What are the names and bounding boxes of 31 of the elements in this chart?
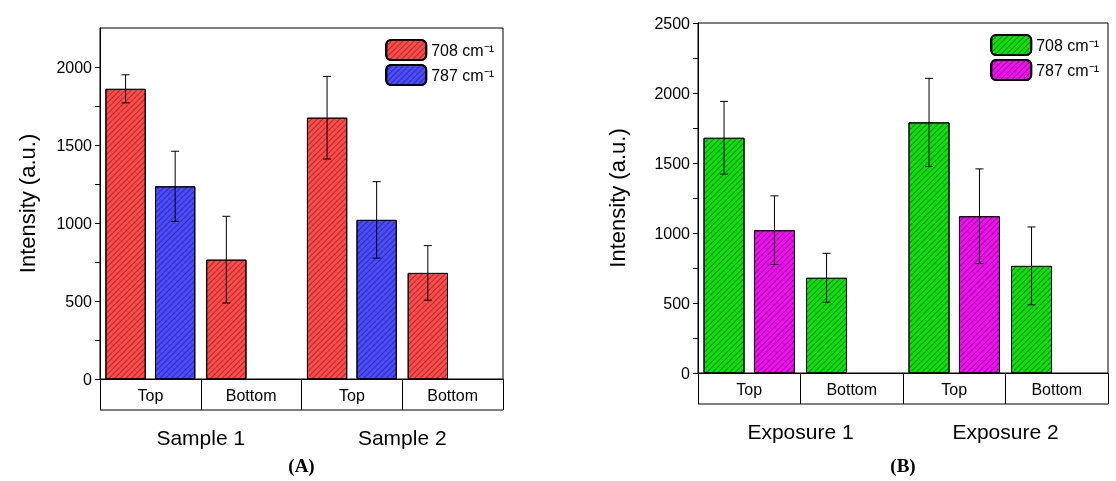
legend-label: 787 cm⁻¹	[1036, 61, 1099, 79]
x-tick-label: Bottom	[1031, 380, 1083, 398]
text: Exposure 2	[952, 420, 1059, 443]
x-tick-label: Bottom	[427, 386, 478, 404]
y-axis-title: Intensity (a.u.)	[604, 128, 630, 268]
y-tick-label: 500	[65, 292, 93, 310]
x-tick-label: Top	[137, 386, 164, 404]
x-tick-label: Top	[338, 386, 365, 404]
y-tick-label: 0	[83, 370, 93, 388]
legend-label: 708 cm⁻¹	[431, 41, 494, 59]
y-tick-label: 1000	[56, 214, 93, 232]
text: (A)	[288, 455, 315, 477]
y-tick-label: 0	[681, 364, 691, 382]
y-tick-label: 500	[663, 294, 691, 312]
text: (B)	[890, 455, 916, 477]
y-tick-label: 2500	[654, 14, 691, 32]
legend-label: 708 cm⁻¹	[1036, 36, 1099, 54]
x-tick-label: Top	[941, 380, 968, 398]
legend-label: 787 cm⁻¹	[431, 66, 494, 84]
text: Sample 1	[156, 426, 246, 449]
x-tick-label: Top	[736, 380, 763, 398]
y-axis-title: Intensity (a.u.)	[14, 133, 40, 274]
y-tick-label: 1500	[56, 136, 93, 154]
y-tick-label: 1000	[654, 224, 691, 242]
text: Sample 2	[357, 426, 447, 449]
x-tick-label: Bottom	[225, 386, 277, 404]
text: Exposure 1	[747, 420, 854, 443]
y-tick-label: 2000	[56, 58, 93, 76]
y-tick-label: 1500	[654, 154, 691, 172]
y-tick-label: 2000	[654, 84, 691, 102]
x-tick-label: Bottom	[826, 380, 878, 398]
